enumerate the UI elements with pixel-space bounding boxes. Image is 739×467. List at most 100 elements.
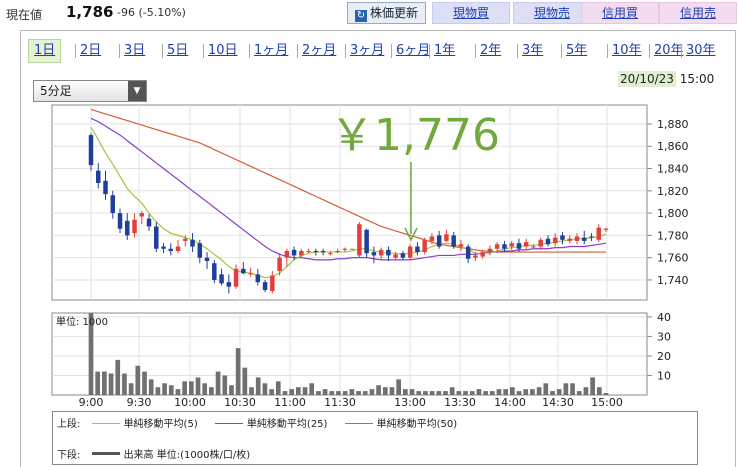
tab-period-2[interactable]: 3日 xyxy=(124,43,146,58)
volume-bar xyxy=(88,313,94,395)
candle-body xyxy=(335,250,340,252)
volume-bar xyxy=(349,389,355,395)
candle-body xyxy=(139,213,145,217)
tab-separator xyxy=(681,44,682,58)
volume-bar xyxy=(369,389,375,395)
tab-period-8[interactable]: 6ヶ月 xyxy=(396,43,431,58)
candle-body xyxy=(313,250,319,253)
volume-unit-label: 単位: 1000 xyxy=(56,315,108,328)
x-tick-label: 11:30 xyxy=(324,396,356,409)
x-tick-label: 9:30 xyxy=(127,396,152,409)
volume-bar xyxy=(503,389,509,395)
tab-period-12[interactable]: 5年 xyxy=(566,43,588,58)
interval-select[interactable]: 5分足 ▼ xyxy=(33,80,147,102)
vol-tick-label: 10 xyxy=(657,369,671,382)
candle-body xyxy=(509,243,514,247)
legend-ma25-swatch xyxy=(214,423,243,424)
candle-body xyxy=(371,252,377,256)
tab-separator xyxy=(75,44,76,58)
y-tick-label: 1,820 xyxy=(657,185,689,198)
volume-bar xyxy=(590,377,595,395)
candle-body xyxy=(270,275,275,292)
volume-bar xyxy=(516,391,522,395)
margin-buy-button[interactable]: 信用買 xyxy=(581,2,659,24)
price-panel xyxy=(51,104,648,301)
tab-period-7[interactable]: 3ヶ月 xyxy=(350,43,385,58)
vol-tick-label: 40 xyxy=(657,311,671,324)
volume-bar xyxy=(135,365,141,395)
ma50-line xyxy=(90,108,606,253)
tab-period-3[interactable]: 5日 xyxy=(167,43,189,58)
legend-ma50: 単純移動平均(50) xyxy=(376,419,458,430)
volume-bar xyxy=(362,391,368,395)
ma25-line xyxy=(90,117,607,261)
candle-body xyxy=(436,235,442,247)
tab-period-1[interactable]: 2日 xyxy=(80,43,102,58)
refresh-price-button[interactable]: ↻ 株価更新 xyxy=(347,2,426,24)
candle-body xyxy=(502,244,507,249)
tab-period-9[interactable]: 1年 xyxy=(434,43,456,58)
chart-legend: 上段: 単純移動平均(5) 単純移動平均(25) 単純移動平均(50) 下段: … xyxy=(52,411,698,465)
legend-ma25: 単純移動平均(25) xyxy=(246,419,328,430)
volume-bar xyxy=(175,389,181,395)
candle-body xyxy=(444,234,449,241)
candle-body xyxy=(117,213,123,229)
y-tick-label: 1,760 xyxy=(657,252,689,265)
tab-period-15[interactable]: 30年 xyxy=(686,43,716,58)
candle-body xyxy=(407,246,413,258)
candle-body xyxy=(96,170,101,183)
candle-body xyxy=(299,250,304,256)
x-tick-label: 14:00 xyxy=(494,396,526,409)
tab-period-14[interactable]: 20年 xyxy=(654,43,684,58)
volume-bar xyxy=(382,387,388,395)
cash-sell-button[interactable]: 現物売 xyxy=(513,2,591,24)
volume-bar xyxy=(550,391,555,395)
candle-body xyxy=(552,237,558,244)
y-tick-label: 1,860 xyxy=(657,140,689,153)
volume-bar xyxy=(583,387,589,395)
candle-body xyxy=(103,180,108,195)
tab-period-6[interactable]: 2ヶ月 xyxy=(302,43,337,58)
tab-period-11[interactable]: 3年 xyxy=(522,43,544,58)
candle-body xyxy=(378,249,384,256)
volume-bar xyxy=(329,391,335,395)
volume-bar xyxy=(416,391,422,395)
tab-period-13[interactable]: 10年 xyxy=(612,43,642,58)
volume-bar xyxy=(242,367,248,395)
tab-period-5[interactable]: 1ヶ月 xyxy=(254,43,289,58)
cash-buy-button[interactable]: 現物買 xyxy=(432,2,510,24)
candle-body xyxy=(451,235,456,247)
tab-separator xyxy=(391,44,392,58)
candle-body xyxy=(146,218,152,227)
candle-body xyxy=(386,249,391,256)
x-tick-label: 10:00 xyxy=(174,396,206,409)
chevron-down-icon[interactable]: ▼ xyxy=(128,81,146,101)
current-price-label: 現在値 xyxy=(6,8,43,22)
margin-sell-button[interactable]: 信用売 xyxy=(659,2,737,24)
refresh-icon: ↻ xyxy=(354,10,367,22)
volume-bar xyxy=(102,371,107,395)
candle-body xyxy=(473,255,478,258)
x-tick-label: 10:30 xyxy=(224,396,256,409)
volume-bar xyxy=(202,383,208,395)
volume-bar xyxy=(309,383,315,395)
volume-bar xyxy=(563,383,569,395)
candle-body xyxy=(393,254,398,258)
tab-period-10[interactable]: 2年 xyxy=(480,43,502,58)
candle-body xyxy=(328,253,333,255)
interval-select-value: 5分足 xyxy=(40,84,72,98)
volume-bar xyxy=(423,391,428,395)
volume-bar xyxy=(336,391,341,395)
volume-bar xyxy=(483,391,488,395)
volume-bar xyxy=(182,381,187,395)
x-tick-label: 14:30 xyxy=(542,396,574,409)
chart-date: 20/10/23 xyxy=(618,71,676,87)
tab-separator xyxy=(607,44,608,58)
top-bar: 現在値 1,786 -96 (-5.10%) ↻ 株価更新 現物買 現物売 信用買… xyxy=(0,0,739,28)
candle-body xyxy=(241,268,246,274)
volume-bar xyxy=(108,373,114,395)
tab-period-0[interactable]: 1日 xyxy=(28,39,62,63)
price-change: -96 (-5.10%) xyxy=(117,6,186,19)
tab-period-4[interactable]: 10日 xyxy=(208,43,238,58)
candle-body xyxy=(125,220,130,236)
